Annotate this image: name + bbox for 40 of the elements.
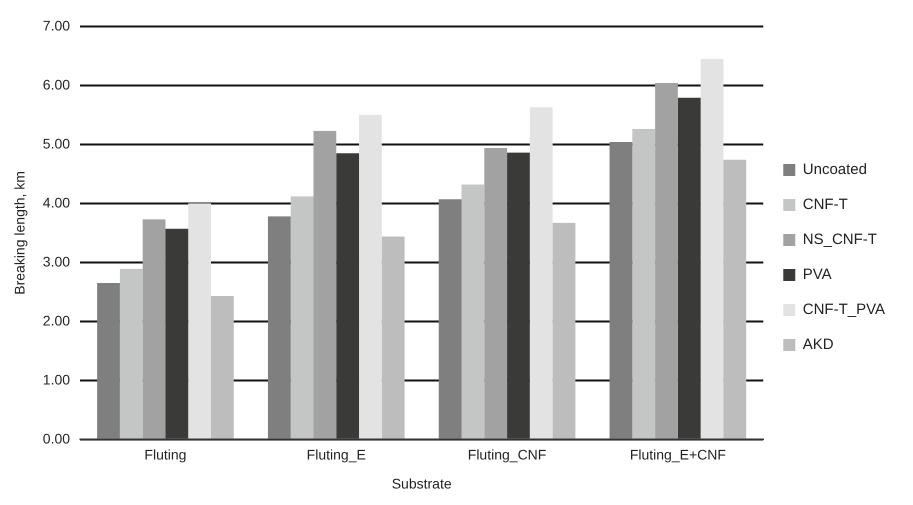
legend-label: CNF-T_PVA	[802, 301, 886, 318]
y-tick-label: 7.00	[42, 17, 70, 34]
y-tick-label: 6.00	[42, 76, 70, 92]
legend-label: NS_CNF-T	[802, 231, 877, 248]
bar	[484, 148, 508, 438]
y-axis-title: Breaking length, km	[11, 171, 28, 295]
bar	[655, 83, 678, 438]
y-tick-label: 5.00	[42, 135, 70, 152]
x-tick-label: Fluting_E+CNF	[630, 446, 726, 463]
bar	[382, 236, 405, 438]
bar	[700, 58, 724, 438]
bar	[632, 129, 656, 438]
y-tick-label: 3.00	[42, 253, 70, 270]
bar	[313, 130, 336, 438]
bar	[188, 203, 211, 438]
legend-label: CNF-T	[802, 196, 848, 214]
bar	[438, 199, 462, 438]
y-tick-label: 4.00	[42, 194, 70, 210]
legend-label: PVA	[802, 266, 832, 284]
bar	[290, 196, 314, 438]
y-tick-label: 2.00	[42, 312, 70, 328]
y-tick-label: 1.00	[42, 371, 70, 388]
bar	[359, 114, 382, 438]
x-tick-label: Fluting_CNF	[468, 446, 546, 463]
y-tick-label: 0.00	[42, 430, 70, 446]
bar	[723, 160, 746, 438]
bar	[97, 283, 120, 438]
bar	[120, 268, 143, 438]
bar	[552, 222, 576, 438]
x-tick-label: Fluting	[144, 446, 186, 463]
bar	[211, 296, 234, 438]
x-tick-label: Fluting_E	[306, 446, 366, 463]
legend-label: Uncoated	[802, 161, 867, 178]
bar	[462, 184, 484, 438]
bar	[610, 142, 632, 438]
legend-label: AKD	[802, 336, 834, 354]
bar	[268, 216, 291, 438]
bar	[142, 219, 166, 438]
bar	[530, 107, 553, 438]
x-axis-title: Substrate	[392, 475, 452, 492]
